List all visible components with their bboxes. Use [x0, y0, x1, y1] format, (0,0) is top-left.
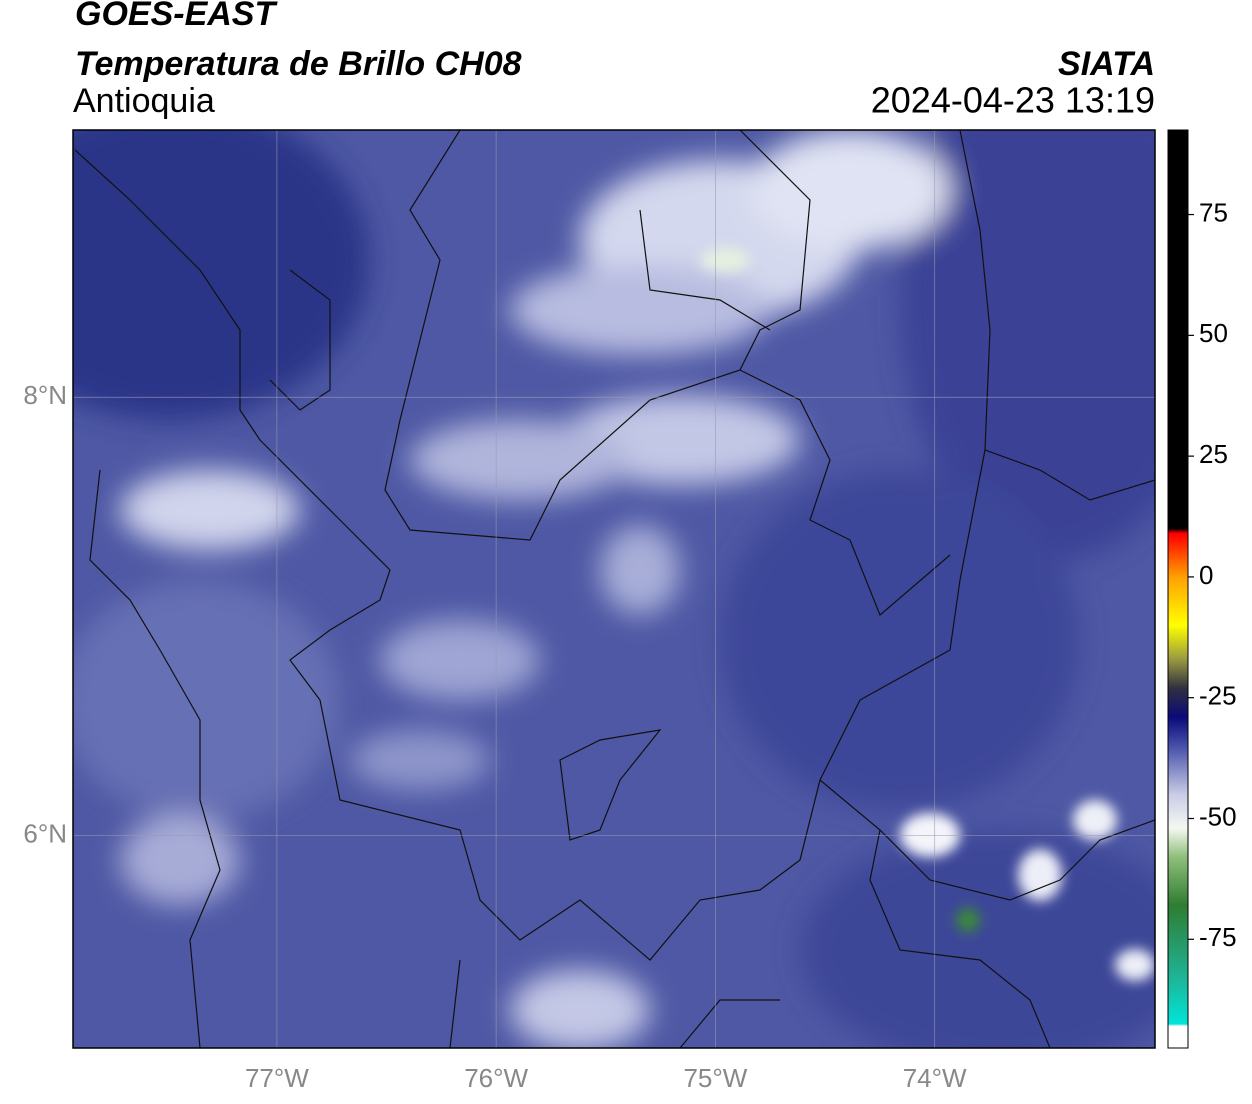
colorbar-tick-label: 75 — [1199, 197, 1228, 227]
cold-cloud-tops — [700, 248, 1155, 981]
colorbar — [1167, 129, 1189, 1049]
colorbar-tick-label: -50 — [1199, 801, 1237, 831]
satellite-title: GOES-EAST — [75, 0, 278, 33]
lat-tick-label: 6°N — [23, 818, 67, 848]
colorbar-tick-label: 50 — [1199, 318, 1228, 348]
graticule — [73, 130, 1155, 1048]
colorbar-tick-label: 25 — [1199, 439, 1228, 469]
boundaries — [74, 130, 1155, 1048]
colorbar-tick-label: -25 — [1199, 681, 1237, 711]
colorbar-ticks: 75 50 25 0 -25 -50 -75 — [1188, 197, 1237, 952]
datetime: 2024-04-23 13:19 — [871, 80, 1155, 121]
temperature-field — [73, 130, 1155, 1048]
lon-tick-label: 75°W — [683, 1063, 747, 1093]
lon-tick-label: 77°W — [245, 1063, 309, 1093]
source-title: SIATA — [1058, 45, 1155, 83]
map-frame — [72, 129, 1156, 1049]
lon-tick-label: 74°W — [903, 1063, 967, 1093]
map-area — [73, 130, 1155, 1048]
colorbar-tick-label: 0 — [1199, 560, 1213, 590]
product-title: Temperatura de Brillo CH08 — [75, 45, 522, 83]
lon-tick-label: 76°W — [464, 1063, 528, 1093]
lat-tick-label: 8°N — [23, 380, 67, 410]
colorbar-tick-label: -75 — [1199, 922, 1237, 952]
map-ticks: 77°W 76°W 75°W 74°W 8°N 6°N — [23, 380, 967, 1093]
region-title: Antioquia — [73, 82, 215, 120]
